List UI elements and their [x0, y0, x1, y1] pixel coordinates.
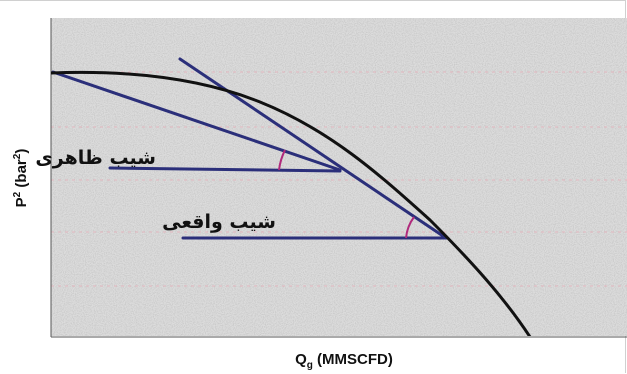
actual-angle-arc [405, 216, 415, 239]
slope-lines [51, 57, 448, 240]
y-axis-exp: 2 [12, 191, 23, 197]
y-axis-paren-exp: 2 [12, 153, 23, 159]
x-axis-base: Q [295, 351, 307, 368]
x-axis-title: Qg (MMSCFD) [295, 351, 393, 371]
secant-line [51, 70, 342, 172]
y-axis-paren-close: ) [13, 149, 30, 154]
apparent-angle-arc [278, 149, 286, 171]
y-axis-paren-open: (bar [13, 159, 30, 192]
gridlines [51, 71, 627, 287]
deliverability-curve [51, 70, 532, 336]
x-axis-sub: g [307, 360, 313, 371]
y-axis-base: P [13, 197, 30, 207]
plot-texture [51, 18, 627, 336]
apparent-slope-baseline [108, 166, 342, 173]
y-axis-title: P2 (bar2) [12, 149, 30, 208]
actual-slope-label: شیب واقعی [162, 211, 276, 233]
x-axis-rest: (MMSCFD) [313, 351, 393, 368]
apparent-slope-label: شیب ظاهری [35, 147, 156, 169]
